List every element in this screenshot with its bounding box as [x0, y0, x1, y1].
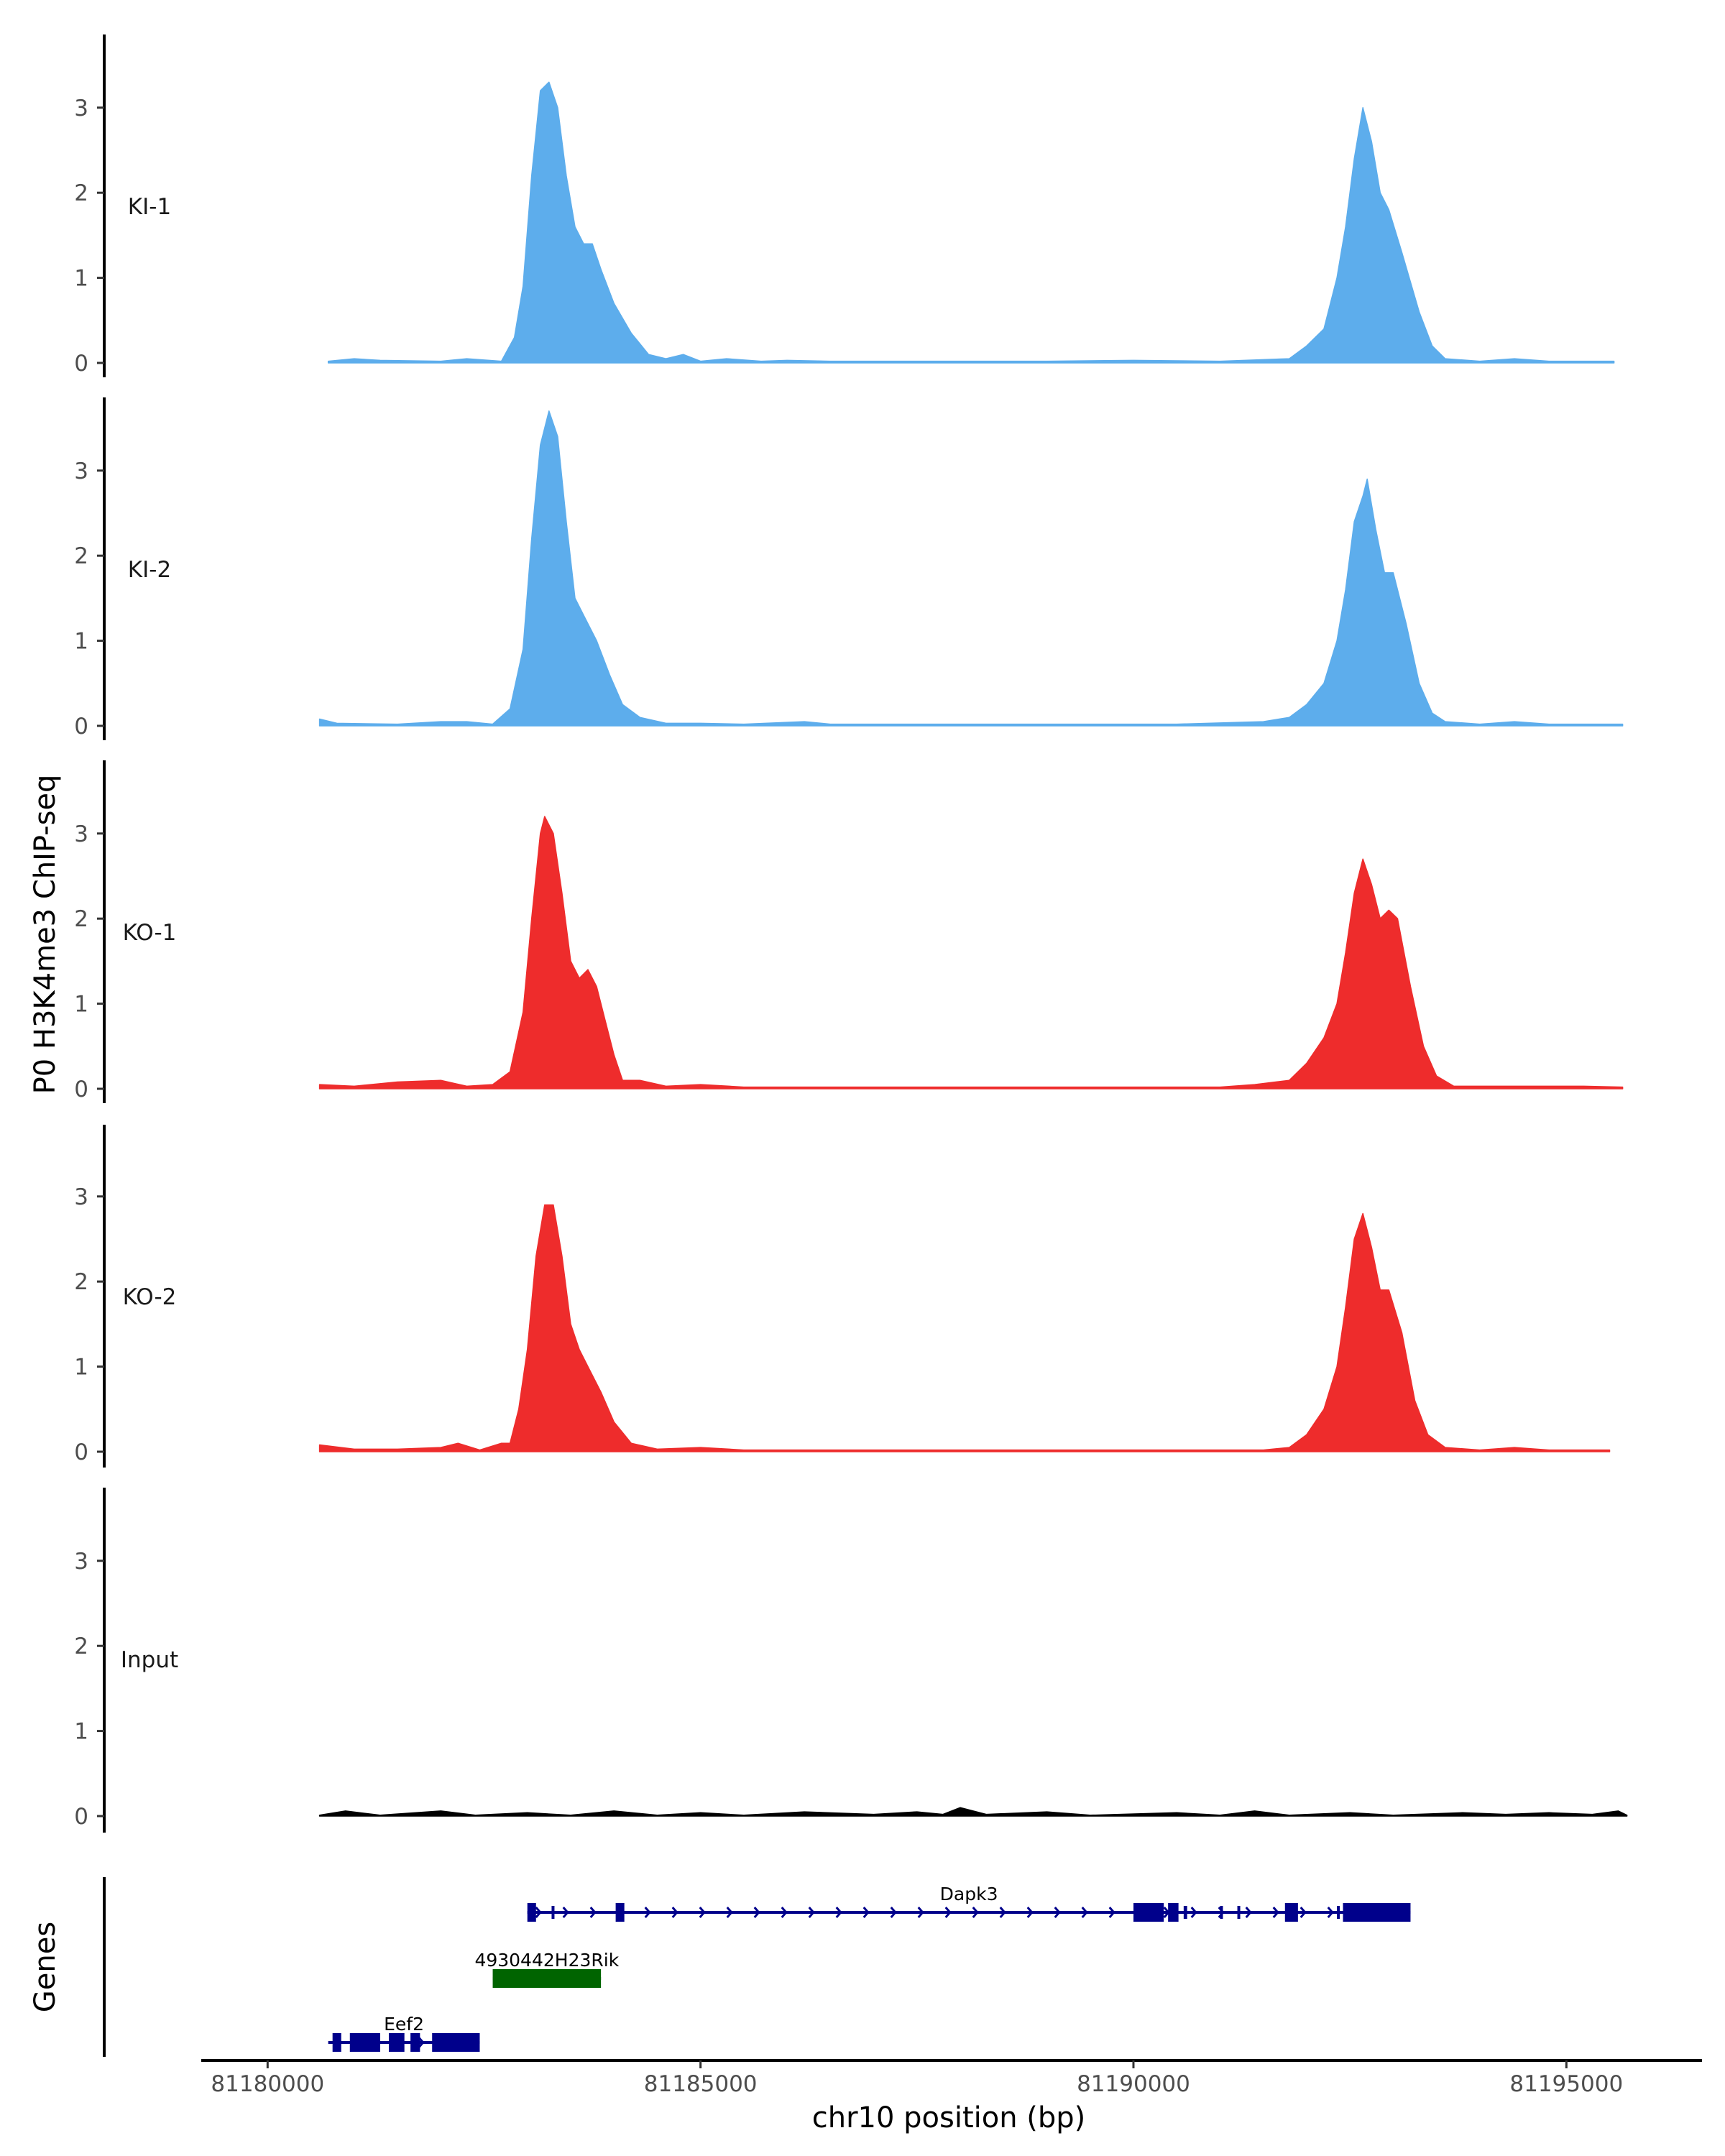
y-tick-label-ko-2-2: 2 — [74, 1269, 88, 1295]
strand-arrow-dapk3 — [917, 1907, 924, 1918]
y-tick-label-ko-1-0: 0 — [74, 1077, 88, 1102]
gene-eef2: Eef2 — [328, 2014, 480, 2052]
y-tick-label-ki-1-3: 3 — [74, 96, 88, 121]
gene-dapk3: Dapk3 — [527, 1884, 1411, 1922]
exon-eef2-0 — [332, 2033, 341, 2052]
exon-dapk3-4 — [1168, 1903, 1179, 1922]
track-ki-1: 0 1 2 3 KI-1 — [74, 34, 1615, 377]
track-label-ko-1: KO-1 — [123, 920, 177, 946]
gene-label-dapk3: Dapk3 — [940, 1884, 998, 1904]
y-tick-label-ki-2-3: 3 — [74, 459, 88, 484]
strand-arrow-dapk3 — [808, 1907, 815, 1918]
gene-label-eef2: Eef2 — [384, 2014, 424, 2035]
exon-dapk3-6 — [1220, 1906, 1223, 1919]
strand-arrow-dapk3 — [753, 1907, 760, 1918]
x-axis-title: chr10 position (bp) — [812, 2101, 1086, 2134]
signal-area-ko-1 — [318, 816, 1624, 1089]
strand-arrow-dapk3 — [944, 1907, 952, 1918]
strand-arrow-dapk3 — [1327, 1907, 1334, 1918]
exon-4930442h23rik-0 — [492, 1969, 602, 1988]
gene-label-4930442h23rik: 4930442H23Rik — [474, 1950, 619, 1971]
y-tick-label-ko-2-1: 1 — [74, 1355, 88, 1381]
signal-area-input — [318, 1807, 1628, 1817]
strand-arrow-dapk3 — [1300, 1907, 1307, 1918]
strand-arrow-dapk3 — [1245, 1907, 1252, 1918]
strand-arrow-dapk3 — [562, 1907, 569, 1918]
gene-4930442h23rik: 4930442H23Rik — [474, 1950, 620, 1988]
strand-arrow-dapk3 — [862, 1907, 870, 1918]
y-tick-label-ko-1-1: 1 — [74, 992, 88, 1018]
strand-arrow-dapk3 — [671, 1907, 678, 1918]
strand-arrow-dapk3 — [1026, 1907, 1034, 1918]
x-axis: 81180000 81185000 81190000 81195000 — [201, 2059, 1702, 2097]
strand-arrow-dapk3 — [835, 1907, 842, 1918]
strand-arrow-dapk3 — [890, 1907, 897, 1918]
x-tick-label-81180000: 81180000 — [211, 2071, 324, 2097]
strand-arrow-dapk3 — [1081, 1907, 1088, 1918]
exon-dapk3-1 — [551, 1906, 555, 1919]
track-label-ki-2: KI-2 — [128, 557, 171, 583]
y-tick-label-input-2: 2 — [74, 1634, 88, 1659]
x-tick-label-81185000: 81185000 — [644, 2071, 758, 2097]
exon-eef2-2 — [388, 2033, 405, 2052]
signal-area-ko-2 — [318, 1204, 1611, 1452]
y-tick-label-ki-2-0: 0 — [74, 714, 88, 740]
exon-dapk3-5 — [1183, 1906, 1187, 1919]
track-input: 0 1 2 3 Input — [74, 1488, 1628, 1833]
track-label-ki-1: KI-1 — [128, 194, 171, 220]
exon-dapk3-10 — [1343, 1903, 1411, 1922]
exon-dapk3-8 — [1284, 1903, 1298, 1922]
strand-arrow-dapk3 — [589, 1907, 597, 1918]
track-label-ko-2: KO-2 — [123, 1284, 177, 1310]
exon-dapk3-3 — [1133, 1903, 1164, 1922]
strand-arrow-dapk3 — [972, 1907, 979, 1918]
strand-arrow-dapk3 — [535, 1907, 542, 1918]
track-label-input: Input — [121, 1647, 178, 1673]
y-tick-label-ko-2-3: 3 — [74, 1184, 88, 1210]
exon-dapk3-2 — [615, 1903, 625, 1922]
exon-eef2-4 — [432, 2033, 480, 2052]
exon-dapk3-0 — [527, 1903, 536, 1922]
strand-arrow-dapk3 — [1272, 1907, 1279, 1918]
strand-arrow-dapk3 — [1190, 1907, 1197, 1918]
track-ki-2: 0 1 2 3 KI-2 — [74, 397, 1624, 740]
exon-dapk3-9 — [1337, 1906, 1340, 1919]
strand-arrow-dapk3 — [726, 1907, 733, 1918]
strand-arrow-dapk3 — [1054, 1907, 1061, 1918]
y-tick-label-ko-1-2: 2 — [74, 906, 88, 932]
x-tick-label-81190000: 81190000 — [1077, 2071, 1190, 2097]
strand-arrow-dapk3 — [999, 1907, 1006, 1918]
y-tick-label-input-3: 3 — [74, 1549, 88, 1575]
y-tick-label-ki-1-1: 1 — [74, 266, 88, 292]
strand-arrow-dapk3 — [781, 1907, 788, 1918]
exon-eef2-1 — [349, 2033, 380, 2052]
y-tick-label-input-0: 0 — [74, 1804, 88, 1830]
track-ko-2: 0 1 2 3 KO-2 — [74, 1125, 1611, 1468]
y-tick-label-ko-2-0: 0 — [74, 1439, 88, 1465]
x-tick-label-81195000: 81195000 — [1509, 2071, 1623, 2097]
y-axis-title: P0 H3K4me3 ChIP-seq — [29, 775, 62, 1095]
track-ko-1: 0 1 2 3 KO-1 — [74, 760, 1624, 1103]
y-tick-label-ki-1-0: 0 — [74, 351, 88, 377]
signal-area-ki-1 — [327, 81, 1615, 364]
y-tick-label-ki-1-2: 2 — [74, 180, 88, 206]
genes-axis-title: Genes — [29, 1922, 62, 2012]
exon-eef2-3 — [410, 2033, 420, 2052]
strand-arrow-eef2 — [418, 2037, 425, 2048]
gene-annotation-panel: Dapk3 4930442H23Rik Eef2 — [103, 1877, 1411, 2057]
exon-dapk3-7 — [1237, 1906, 1241, 1919]
y-tick-label-input-1: 1 — [74, 1719, 88, 1745]
y-tick-label-ko-1-3: 3 — [74, 821, 88, 847]
y-tick-label-ki-2-1: 1 — [74, 629, 88, 655]
signal-area-ki-2 — [318, 410, 1624, 727]
strand-arrow-dapk3 — [699, 1907, 706, 1918]
strand-arrow-dapk3 — [644, 1907, 651, 1918]
strand-arrow-dapk3 — [1108, 1907, 1116, 1918]
tracks: 0 1 2 3 KI-1 0 1 2 3 KI-2 0 1 2 3 KO-1 0 1 2 3 KO-2 0 1 2 3 Inpu… — [74, 34, 1628, 1833]
y-tick-label-ki-2-2: 2 — [74, 543, 88, 569]
